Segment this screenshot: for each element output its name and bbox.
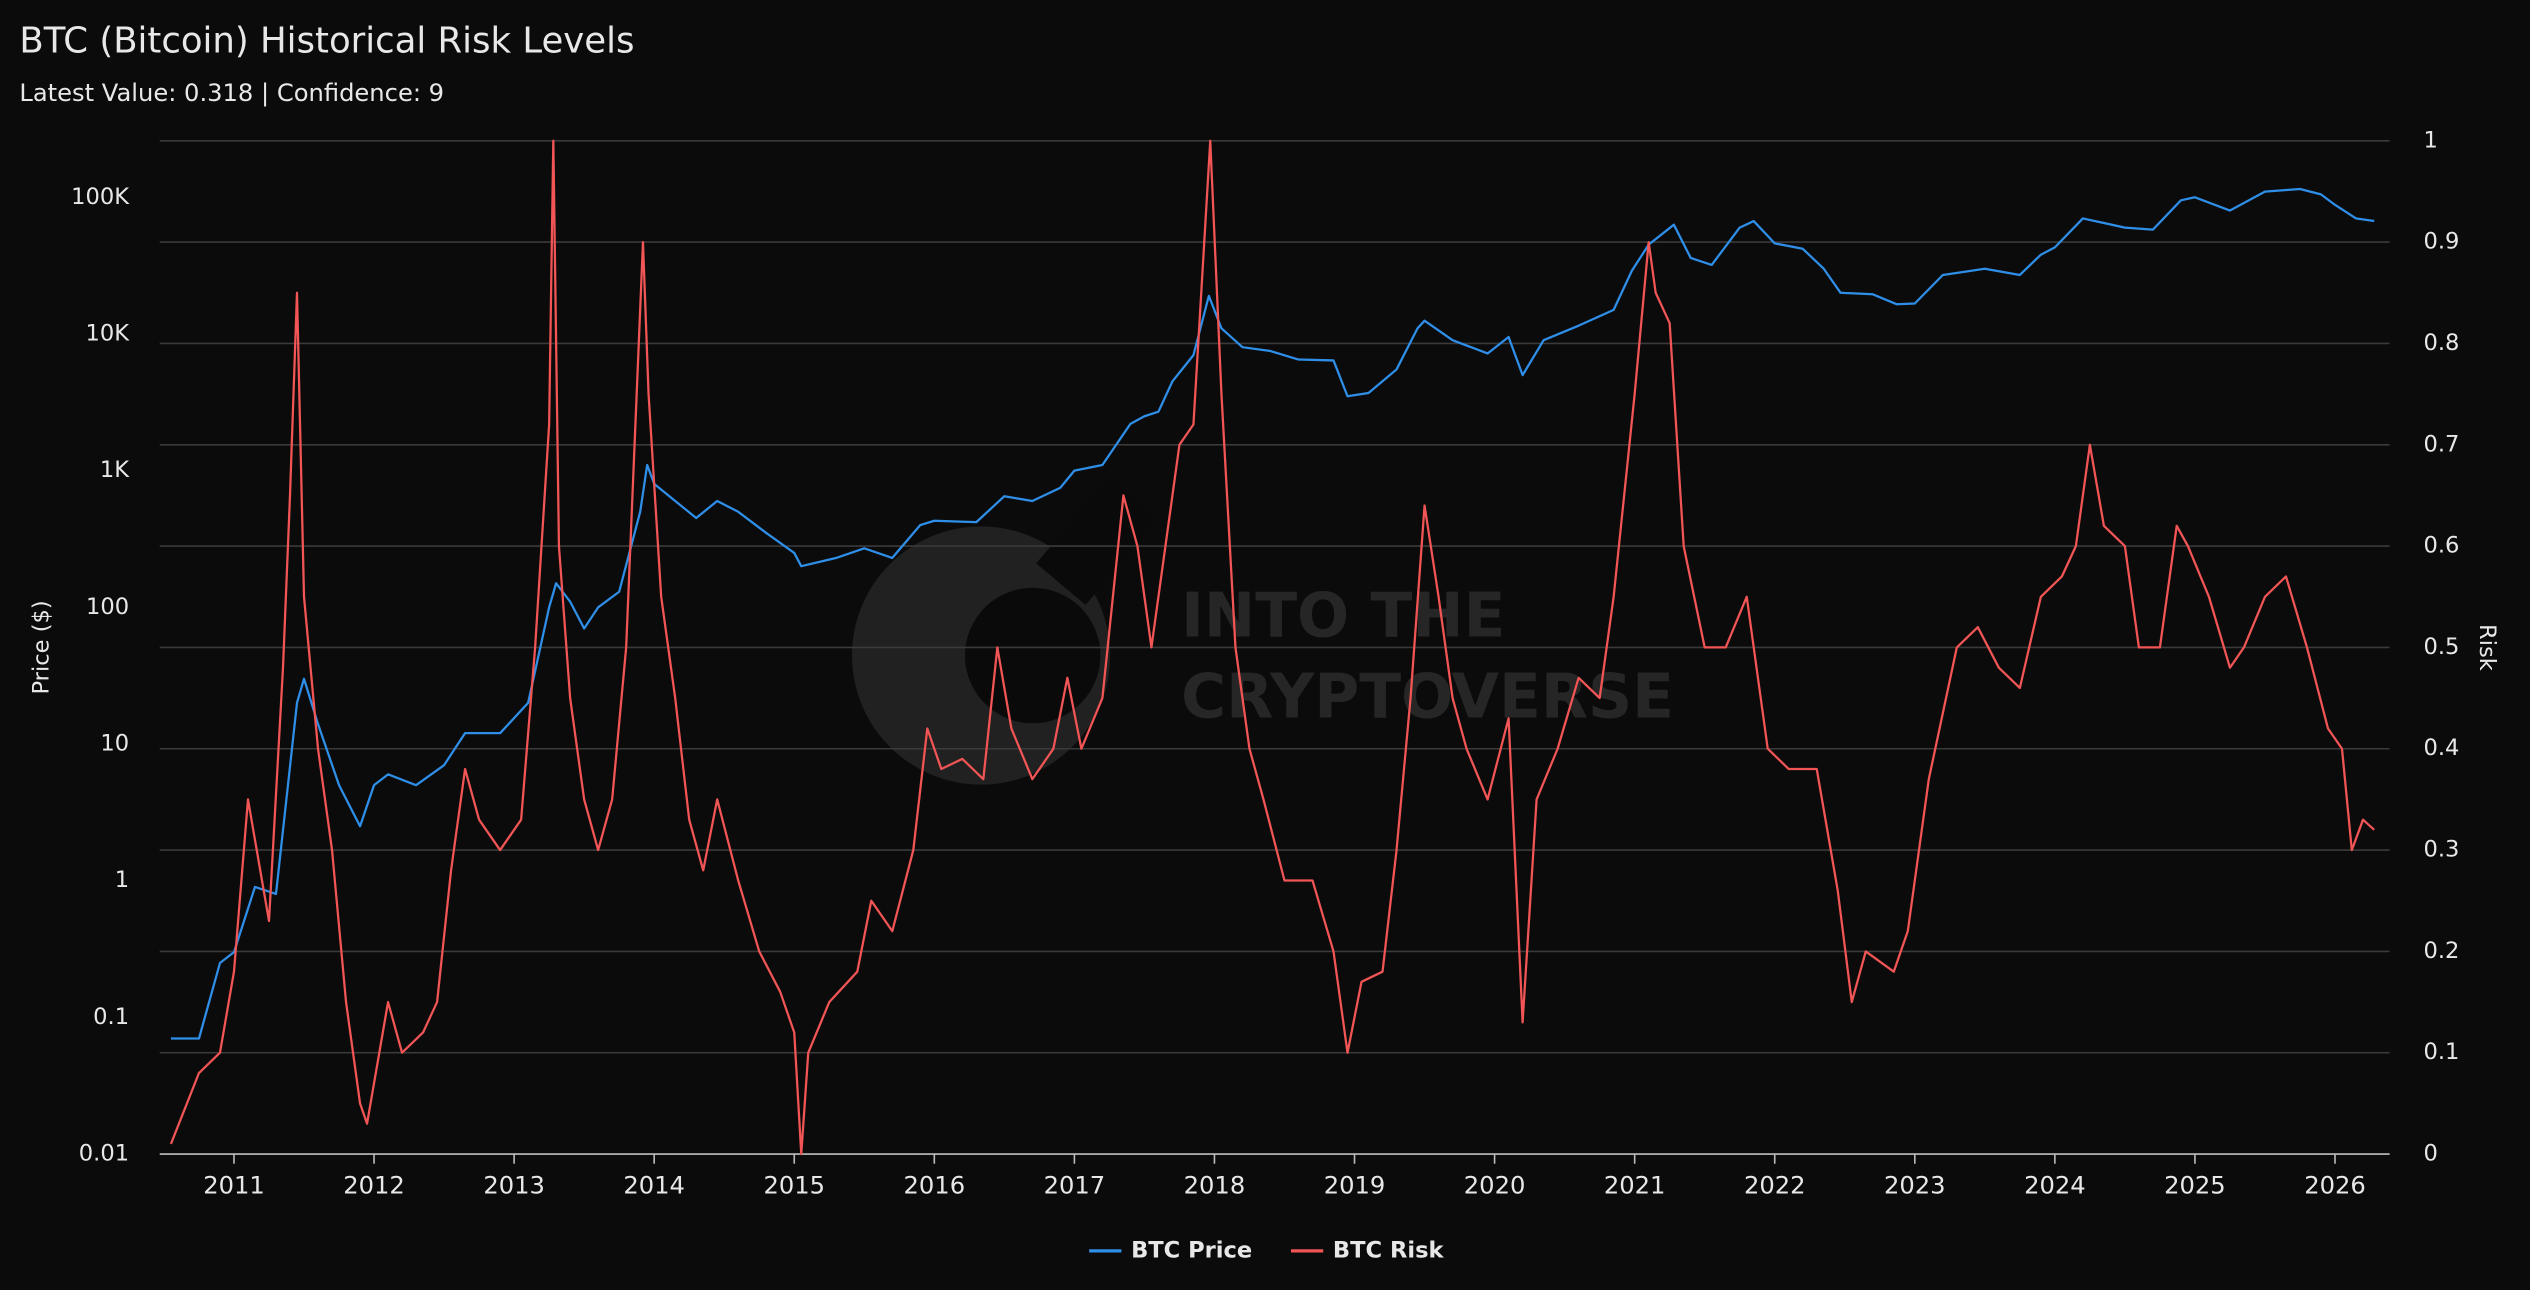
y-axis-title: Price ($) — [28, 600, 54, 694]
y-tick-label: 100 — [86, 594, 129, 620]
y2-axis-title: Risk — [2474, 624, 2500, 672]
watermark-logo — [851, 526, 1111, 785]
x-tick-label: 2011 — [203, 1171, 265, 1199]
y2-tick-label: 0.3 — [2424, 837, 2460, 863]
legend-label: BTC Risk — [1333, 1237, 1445, 1263]
legend-label: BTC Price — [1131, 1237, 1252, 1263]
x-tick-label: 2014 — [623, 1171, 685, 1199]
chart-subtitle: Latest Value: 0.318 | Confidence: 9 — [19, 79, 444, 107]
y-tick-label: 10 — [100, 731, 129, 757]
watermark-logo-hole — [964, 587, 1101, 724]
series-line — [169, 139, 2375, 1156]
y-tick-label: 10K — [86, 320, 131, 346]
y2-tick-label: 0.7 — [2424, 431, 2460, 457]
x-tick-label: 2021 — [1604, 1171, 1666, 1199]
x-tick-label: 2018 — [1184, 1171, 1246, 1199]
y2-tick-label: 0.6 — [2424, 533, 2460, 559]
series-line — [170, 187, 2375, 1040]
x-tick-label: 2017 — [1044, 1171, 1106, 1199]
x-tick-label: 2022 — [1744, 1171, 1806, 1199]
x-tick-label: 2012 — [343, 1171, 405, 1199]
y2-tick-label: 1 — [2424, 127, 2438, 153]
x-tick-label: 2016 — [904, 1171, 966, 1199]
y2-tick-label: 0.1 — [2424, 1039, 2460, 1065]
y2-tick-label: 0.2 — [2424, 938, 2460, 964]
y2-tick-label: 0.4 — [2424, 735, 2460, 761]
y-tick-label: 100K — [71, 184, 130, 210]
watermark-text: CRYPTOVERSE — [1181, 661, 1674, 732]
y2-tick-label: 0.5 — [2424, 634, 2460, 660]
x-tick-label: 2024 — [2024, 1171, 2086, 1199]
x-tick-label: 2019 — [1324, 1171, 1386, 1199]
x-tick-label: 2025 — [2164, 1171, 2226, 1199]
watermark-text: INTO THE — [1181, 581, 1505, 652]
y2-tick-label: 0.9 — [2424, 229, 2460, 255]
x-tick-label: 2023 — [1884, 1171, 1946, 1199]
y-tick-label: 1 — [115, 867, 129, 893]
y-tick-label: 1K — [100, 457, 130, 483]
y2-tick-label: 0.8 — [2424, 330, 2460, 356]
x-tick-label: 2026 — [2304, 1171, 2366, 1199]
y-tick-label: 0.1 — [93, 1004, 129, 1030]
x-tick-label: 2015 — [763, 1171, 825, 1199]
y2-tick-label: 0 — [2424, 1141, 2438, 1167]
x-tick-label: 2020 — [1464, 1171, 1526, 1199]
watermark: INTO THE CRYPTOVERSE — [851, 476, 1674, 785]
chart-title: BTC (Bitcoin) Historical Risk Levels — [19, 20, 634, 61]
x-tick-label: 2013 — [483, 1171, 545, 1199]
y-tick-label: 0.01 — [79, 1141, 129, 1167]
